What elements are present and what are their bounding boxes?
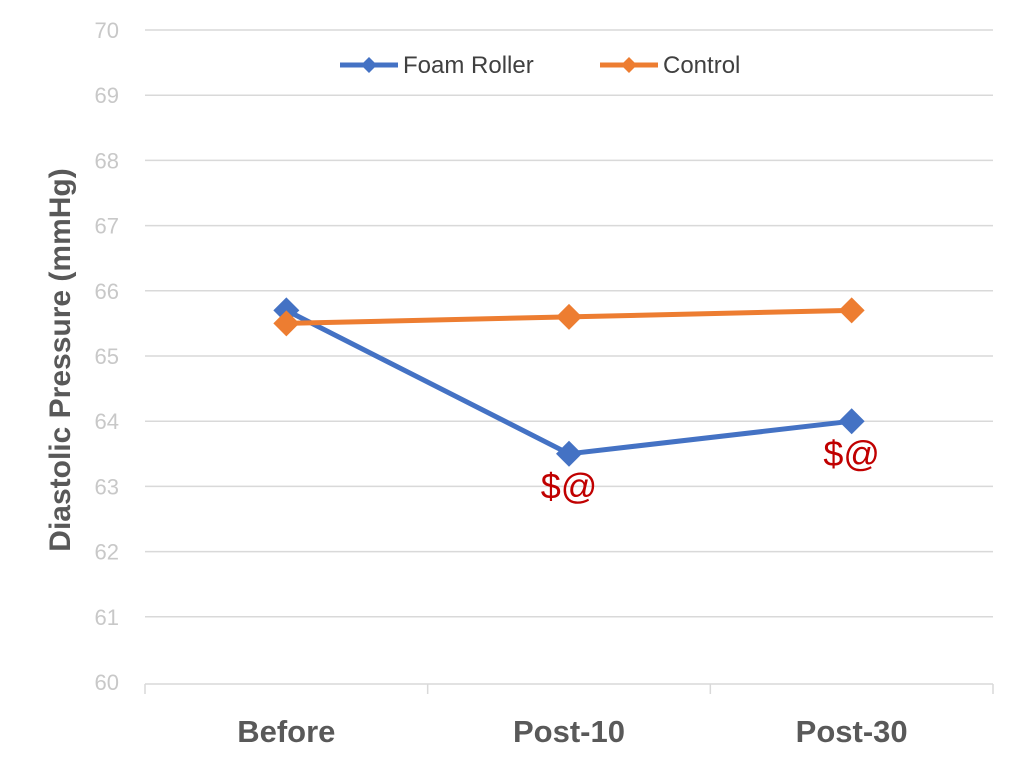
annotation-layer: $@ $@	[541, 433, 880, 507]
y-tick-label: 60	[95, 670, 119, 695]
grid-layer	[145, 29, 993, 618]
y-tick-label: 62	[95, 540, 119, 565]
legend: Foam Roller Control	[340, 52, 740, 79]
series-1	[273, 297, 865, 337]
y-axis-label: Diastolic Pressure (mmHg)	[44, 168, 77, 551]
legend-marker	[361, 57, 377, 73]
y-tick-label: 69	[95, 83, 119, 108]
data-point-marker	[556, 303, 582, 330]
y-tick-label: 63	[95, 474, 119, 499]
legend-marker	[621, 57, 637, 73]
data-point-marker	[273, 310, 300, 337]
y-tick-label: 68	[95, 148, 119, 173]
legend-item: Control	[600, 52, 740, 79]
y-tick-label: 61	[95, 605, 119, 630]
significance-annotation: $@	[823, 433, 880, 474]
axis-layer: 60 61 62 63 64 65 66 67 68 69 70 Before Post-10 Post-…	[95, 18, 994, 749]
data-point-marker	[273, 297, 300, 324]
legend-item: Foam Roller	[340, 52, 534, 79]
data-point-marker	[556, 440, 582, 467]
y-tick-label: 64	[95, 409, 119, 434]
y-tick-label: 70	[95, 18, 119, 43]
data-point-marker	[838, 297, 865, 324]
significance-annotation: $@	[541, 465, 598, 506]
series-0	[273, 297, 865, 467]
y-tick-label: 66	[95, 279, 119, 304]
series-layer	[273, 297, 865, 467]
y-tick-label: 67	[95, 214, 119, 239]
data-point-marker	[838, 408, 865, 435]
x-tick-label: Before	[237, 714, 335, 749]
x-tick-label: Post-30	[796, 714, 908, 749]
legend-label: Control	[663, 52, 740, 79]
legend-label: Foam Roller	[403, 52, 534, 79]
y-tick-label: 65	[95, 344, 119, 369]
x-tick-label: Post-10	[513, 714, 625, 749]
series-line	[285, 308, 852, 457]
